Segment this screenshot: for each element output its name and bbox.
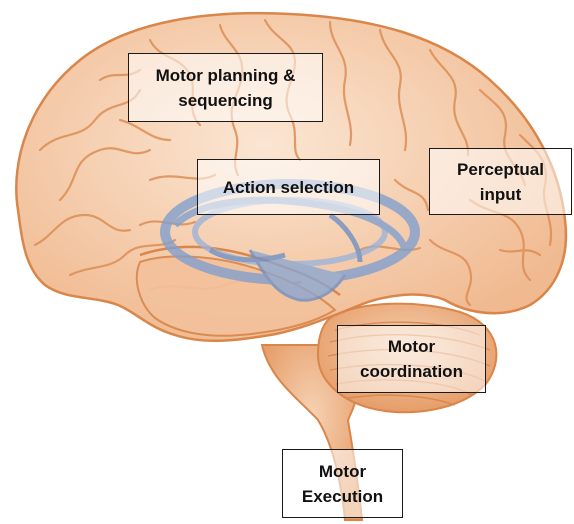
- label-motor-coordination-line2: coordination: [360, 362, 463, 381]
- label-motor-coordination-line1: Motor: [387, 337, 436, 356]
- label-perceptual-input-line2: input: [479, 184, 522, 204]
- label-motor-planning-line2: sequencing: [178, 90, 273, 110]
- label-motor-coordination: Motor coordination: [337, 325, 486, 393]
- label-motor-execution: Motor Execution: [282, 449, 403, 518]
- label-motor-planning: Motor planning & sequencing: [128, 53, 323, 122]
- label-perceptual-input-line1: Perceptual: [457, 159, 544, 179]
- label-action-selection: Action selection: [197, 159, 380, 215]
- label-motor-planning-line1: Motor planning &: [155, 65, 296, 85]
- label-motor-execution-line1: Motor: [318, 461, 367, 481]
- label-motor-execution-line2: Execution: [301, 486, 384, 506]
- label-action-selection-line1: Action selection: [222, 177, 355, 197]
- temporal-lobe: [135, 255, 337, 337]
- label-perceptual-input: Perceptual input: [429, 148, 572, 215]
